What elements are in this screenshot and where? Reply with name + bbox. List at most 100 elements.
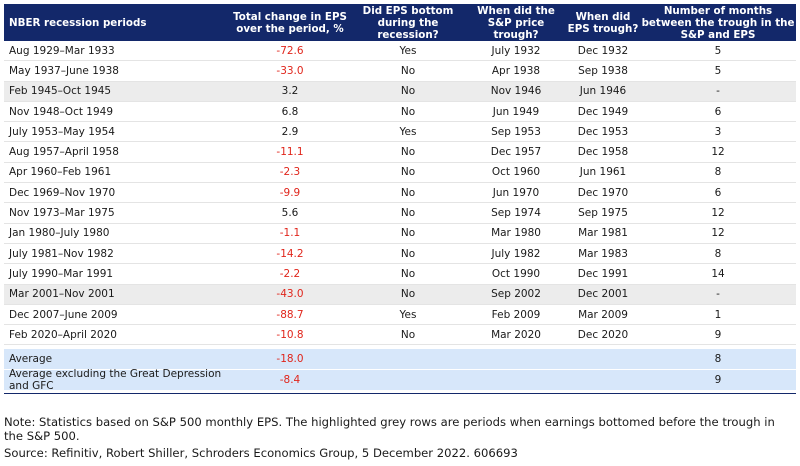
eps-change-cell: -1.1	[279, 227, 301, 240]
months-between-cell: 6	[714, 186, 722, 199]
table-row: Nov 1948–Oct 1949 6.8 No Jun 1949 Dec 1949 6	[4, 102, 796, 123]
table-bottom-rule	[4, 393, 796, 395]
average-row: Average excluding the Great Depression a…	[4, 368, 796, 393]
period-cell: July 1953–May 1954	[9, 125, 115, 138]
table-row: Feb 1945–Oct 1945 3.2 No Nov 1946 Jun 1946 -	[4, 81, 796, 102]
eps-change-cell: 2.9	[281, 125, 299, 138]
period-cell: Dec 1969–Nov 1970	[9, 186, 116, 199]
table-row: July 1990–Mar 1991 -2.2 No Oct 1990 Dec 1991…	[4, 264, 796, 285]
sp-trough-cell: Oct 1960	[491, 166, 541, 179]
eps-bottom-cell: No	[400, 105, 416, 118]
months-between-cell: 8	[714, 247, 722, 260]
eps-bottom-cell: No	[400, 328, 416, 341]
sp-trough-cell: Sep 1953	[491, 125, 541, 138]
sp-trough-cell: Mar 2020	[491, 328, 541, 341]
months-between-cell: 12	[711, 207, 725, 220]
table-row: Nov 1973–Mar 1975 5.6 No Sep 1974 Sep 1975 12	[4, 203, 796, 224]
table-row: May 1937–June 1938 -33.0 No Apr 1938 Sep 193…	[4, 61, 796, 82]
recession-eps-table: NBER recession periods Total change in E…	[4, 4, 796, 395]
header-eps-bottom: Did EPS bottom during the recession?	[362, 4, 454, 41]
period-cell: Jan 1980–July 1980	[9, 227, 110, 240]
period-cell: Aug 1929–Mar 1933	[9, 44, 115, 57]
period-cell: May 1937–June 1938	[9, 64, 119, 77]
eps-trough-cell: Dec 1953	[577, 125, 629, 138]
eps-trough-cell: Dec 1932	[577, 44, 629, 57]
table-row: Dec 1969–Nov 1970 -9.9 No Jun 1970 Dec 1970 6	[4, 183, 796, 204]
average-months-between: 8	[714, 353, 722, 366]
table-row: Jan 1980–July 1980 -1.1 No Mar 1980 Mar 1981…	[4, 224, 796, 244]
eps-change-cell: -10.8	[276, 328, 304, 341]
sp-trough-cell: July 1932	[491, 44, 541, 57]
eps-bottom-cell: No	[400, 166, 416, 179]
eps-bottom-cell: Yes	[399, 44, 417, 57]
period-cell: Feb 2020–April 2020	[9, 328, 117, 341]
eps-bottom-cell: No	[400, 267, 416, 280]
eps-trough-cell: Sep 1975	[578, 207, 628, 220]
header-months-between: Number of months between the trough in t…	[641, 4, 795, 41]
eps-trough-cell: Sep 1938	[578, 64, 628, 77]
average-row: Average -18.0 8	[4, 349, 796, 371]
eps-trough-cell: Jun 1961	[579, 166, 627, 179]
eps-bottom-cell: Yes	[399, 125, 417, 138]
average-label: Average	[9, 353, 53, 366]
average-eps-change: -8.4	[279, 374, 301, 387]
average-label: Average excluding the Great Depression a…	[9, 368, 222, 393]
eps-trough-cell: Dec 1958	[577, 146, 629, 159]
table-row: Aug 1929–Mar 1933 -72.6 Yes July 1932 Dec 19…	[4, 41, 796, 62]
months-between-cell: 5	[714, 44, 722, 57]
period-cell: July 1990–Mar 1991	[9, 267, 114, 280]
eps-change-cell: -11.1	[276, 146, 304, 159]
eps-bottom-cell: Yes	[399, 308, 417, 321]
eps-change-cell: -72.6	[276, 44, 304, 57]
table-body: Aug 1929–Mar 1933 -72.6 Yes July 1932 Dec 19…	[4, 41, 796, 346]
average-months-between: 9	[714, 374, 722, 387]
period-cell: Mar 2001–Nov 2001	[9, 288, 115, 301]
eps-change-cell: -2.3	[279, 166, 301, 179]
period-cell: Apr 1960–Feb 1961	[9, 166, 112, 179]
period-cell: Aug 1957–April 1958	[9, 146, 119, 159]
eps-trough-cell: Dec 1991	[577, 267, 629, 280]
average-eps-change: -18.0	[276, 353, 304, 366]
eps-change-cell: -43.0	[276, 288, 304, 301]
table-note: Note: Statistics based on S&P 500 monthl…	[4, 415, 775, 443]
eps-change-cell: -9.9	[279, 186, 301, 199]
months-between-cell: 14	[711, 267, 725, 280]
months-between-cell: 6	[714, 105, 722, 118]
eps-change-cell: 6.8	[281, 105, 299, 118]
eps-trough-cell: Dec 2020	[577, 328, 629, 341]
eps-bottom-cell: No	[400, 288, 416, 301]
table-row: Feb 2020–April 2020 -10.8 No Mar 2020 Dec 20…	[4, 325, 796, 346]
months-between-cell: -	[716, 288, 720, 301]
months-between-cell: -	[716, 85, 720, 98]
eps-change-cell: -33.0	[276, 64, 304, 77]
table-row: Dec 2007–June 2009 -88.7 Yes Feb 2009 Mar 20…	[4, 305, 796, 326]
sp-trough-cell: Jun 1970	[492, 186, 540, 199]
eps-trough-cell: Mar 2009	[578, 308, 628, 321]
header-recession-periods: NBER recession periods	[9, 16, 147, 29]
sp-trough-cell: Feb 2009	[491, 308, 541, 321]
period-cell: Nov 1973–Mar 1975	[9, 207, 115, 220]
eps-trough-cell: Dec 1970	[577, 186, 629, 199]
eps-change-cell: -88.7	[276, 308, 304, 321]
period-cell: Nov 1948–Oct 1949	[9, 105, 114, 118]
table-row: Mar 2001–Nov 2001 -43.0 No Sep 2002 Dec 2001…	[4, 284, 796, 305]
sp-trough-cell: Sep 2002	[491, 288, 541, 301]
months-between-cell: 3	[714, 125, 722, 138]
months-between-cell: 1	[714, 308, 722, 321]
months-between-cell: 8	[714, 166, 722, 179]
eps-change-cell: 5.6	[281, 207, 299, 220]
averages-section: Average -18.0 8 Average excluding the Great…	[4, 349, 796, 393]
period-cell: July 1981–Nov 1982	[9, 247, 114, 260]
eps-trough-cell: Dec 1949	[577, 105, 629, 118]
header-sp-trough: When did the S&P price trough?	[477, 4, 555, 41]
eps-bottom-cell: No	[400, 64, 416, 77]
sp-trough-cell: Dec 1957	[490, 146, 542, 159]
eps-bottom-cell: No	[400, 247, 416, 260]
eps-change-cell: -2.2	[279, 267, 301, 280]
sp-trough-cell: Sep 1974	[491, 207, 541, 220]
eps-trough-cell: Mar 1983	[578, 247, 628, 260]
table-header: NBER recession periods Total change in E…	[4, 4, 796, 41]
table-row: July 1981–Nov 1982 -14.2 No July 1982 Mar 19…	[4, 244, 796, 265]
sp-trough-cell: Oct 1990	[491, 267, 541, 280]
eps-change-cell: -14.2	[276, 247, 304, 260]
